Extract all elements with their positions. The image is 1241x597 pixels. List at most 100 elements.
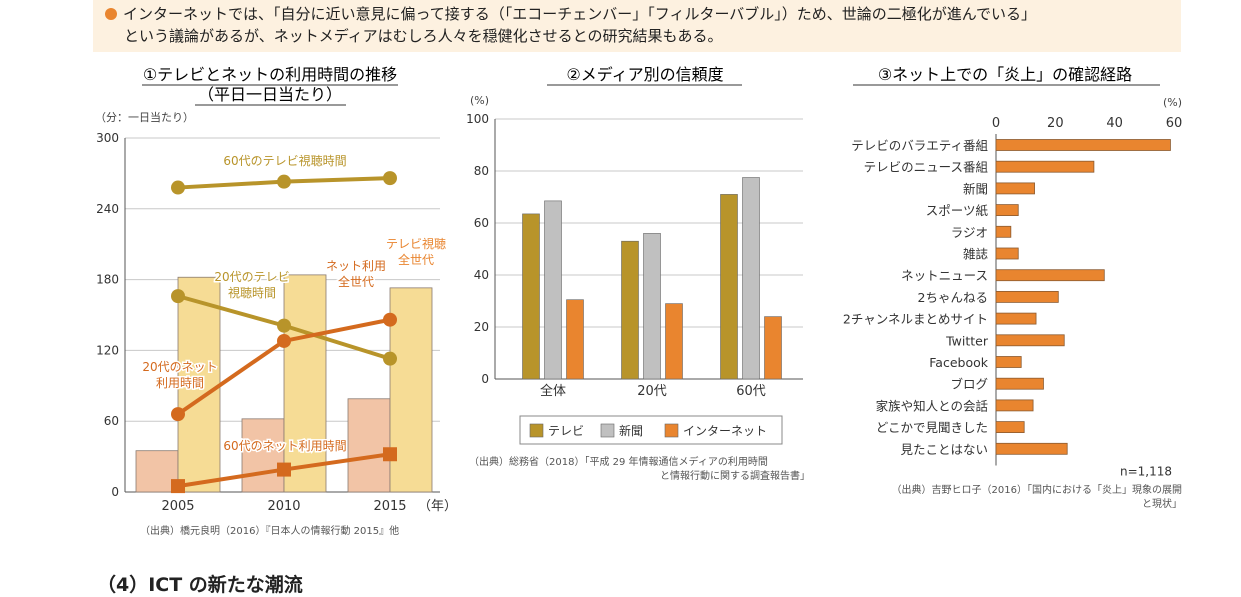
chart3-category-label: 新聞 [963, 181, 988, 196]
chart1-point [383, 171, 397, 186]
chart1-label-net60: 60代のネット利用時間 [223, 439, 346, 453]
chart3-category-label: 2チャンネルまとめサイト [843, 312, 988, 327]
chart3-bar [995, 225, 1012, 238]
chart1-bar-net-all [241, 418, 285, 493]
chart3-category-label: ラジオ [951, 225, 988, 240]
chart3-category-label: Twitter [945, 333, 989, 348]
chart-tv-net-usage: ①テレビとネットの利用時間の推移（平日一日当たり） （分：一日当たり） 0 60 120… [95, 65, 457, 537]
chart3-bar [995, 247, 1019, 260]
chart3-xlabel: (%) [1163, 96, 1182, 109]
chart2-bar [643, 233, 661, 380]
chart1-point [171, 479, 185, 494]
chart1-subtitle: （平日一日当たり） [198, 85, 342, 104]
section-heading: （4）ICT の新たな潮流 [97, 574, 303, 596]
chart3-source-1: （出典）吉野ヒロ子（2016）「国内における「炎上」現象の展開 [892, 483, 1182, 496]
summary-line-2: という議論があるが、ネットメディアはむしろ人々を穏健化させるとの研究結果もある。 [124, 27, 723, 45]
chart2-legend-label: インターネット [683, 424, 767, 438]
bullet-icon [105, 8, 117, 20]
chart2-ylabel: (%) [470, 94, 489, 107]
chart3-xtick: 0 [992, 116, 1000, 131]
chart1-xtick: 2015 [373, 499, 406, 514]
chart2-ytick: 80 [474, 164, 489, 178]
chart3-source-2: と現状」 [1142, 497, 1182, 510]
chart3-bar [995, 204, 1019, 217]
chart1-label-net20: 20代のネット [142, 360, 217, 374]
summary-text: インターネットでは、「自分に近い意見に偏って接する（「エコーチェンバー」「フィル… [105, 3, 1036, 47]
chart1-label-net-all: ネット利用 [326, 259, 386, 273]
chart3-bar [995, 442, 1068, 455]
chart1-ytick: 120 [96, 343, 119, 357]
chart3-bar [995, 160, 1095, 173]
chart2-legend-label: テレビ [548, 424, 584, 438]
chart3-bar [995, 334, 1065, 347]
chart3-bar [995, 421, 1025, 434]
chart1-label-tv-all: 全世代 [398, 252, 434, 267]
chart3-category-label: テレビのバラエティ番組 [851, 138, 988, 153]
chart1-point [277, 318, 291, 333]
chart3-bar [995, 182, 1035, 195]
chart1-point [171, 407, 185, 422]
chart2-ytick: 60 [474, 216, 489, 230]
chart2-ytick: 20 [474, 320, 489, 334]
summary-line-1: インターネットでは、「自分に近い意見に偏って接する（「エコーチェンバー」「フィル… [123, 5, 1037, 23]
chart3-bar [995, 356, 1022, 368]
chart2-bar [621, 240, 639, 380]
chart3-bar [995, 139, 1171, 151]
chart1-point [383, 351, 397, 366]
chart1-ytick: 300 [96, 131, 119, 145]
chart3-category-label: Facebook [929, 355, 988, 370]
chart1-source: （出典）橋元良明（2016）『日本人の情報行動 2015』他 [140, 524, 399, 537]
chart2-ytick: 100 [466, 112, 489, 126]
chart2-bar [566, 299, 584, 380]
chart3-bar [995, 377, 1044, 390]
chart1-point [383, 312, 397, 327]
chart-enjo-routes: ③ネット上での「炎上」の確認経路 (%) 0 20 40 60 テレビのバラエティ番組テレビ… [843, 65, 1183, 510]
chart1-label-net20: 利用時間 [156, 376, 204, 390]
chart1-point [171, 289, 185, 304]
chart2-source-2: と情報行動に関する調査報告書」 [660, 469, 810, 482]
chart3-category-label: 2ちゃんねる [918, 290, 988, 305]
chart3-title: ③ネット上での「炎上」の確認経路 [878, 65, 1132, 84]
chart1-point [277, 333, 291, 348]
chart1-title: ①テレビとネットの利用時間の推移 [143, 65, 397, 84]
chart1-ytick: 60 [104, 414, 119, 428]
chart1-point [383, 447, 397, 462]
chart3-category-label: スポーツ紙 [926, 203, 989, 218]
chart1-bar-net-all [347, 398, 391, 493]
chart1-bar-tv-all [283, 274, 327, 493]
chart3-bar [995, 399, 1034, 412]
chart2-legend-swatch [600, 423, 615, 438]
chart3-category-label: 家族や知人との会話 [876, 398, 988, 413]
chart2-bar [764, 316, 782, 380]
chart3-category-label: 雑誌 [963, 247, 989, 262]
chart1-ytick: 240 [96, 202, 119, 216]
chart1-label-tv20: 視聴時間 [228, 285, 276, 300]
chart2-legend-label: 新聞 [619, 423, 643, 438]
chart3-category-label: テレビのニュース番組 [864, 160, 988, 175]
chart3-xtick: 40 [1106, 116, 1123, 131]
chart3-xtick: 20 [1047, 116, 1064, 131]
chart2-xtick: 全体 [540, 383, 566, 399]
chart3-category-label: 見たことはない [900, 442, 988, 457]
chart2-bar [544, 200, 562, 380]
chart2-legend-swatch [529, 423, 544, 438]
chart2-ytick: 0 [481, 372, 489, 386]
chart3-note: n=1,118 [1120, 465, 1172, 479]
chart2-xtick: 60代 [736, 384, 766, 399]
chart3-bar [995, 269, 1105, 282]
chart2-bar [665, 303, 683, 380]
chart2-bar [720, 194, 738, 380]
chart2-ytick: 40 [474, 268, 489, 282]
chart1-point [277, 174, 291, 189]
chart2-title: ②メディア別の信頼度 [566, 65, 723, 84]
chart1-label-tv60: 60代のテレビ視聴時間 [223, 153, 346, 168]
chart1-point [171, 180, 185, 195]
chart2-source-1: （出典）総務省（2018）「平成 29 年情報通信メディアの利用時間 [469, 455, 768, 468]
chart3-xtick: 60 [1166, 116, 1183, 131]
chart1-bar-tv-all [177, 276, 221, 493]
chart1-label-tv20: 20代のテレビ [214, 270, 289, 284]
chart3-bar [995, 290, 1059, 303]
chart1-label-tv-all: テレビ視聴 [386, 236, 446, 251]
chart1-bar-tv-all [389, 287, 433, 493]
